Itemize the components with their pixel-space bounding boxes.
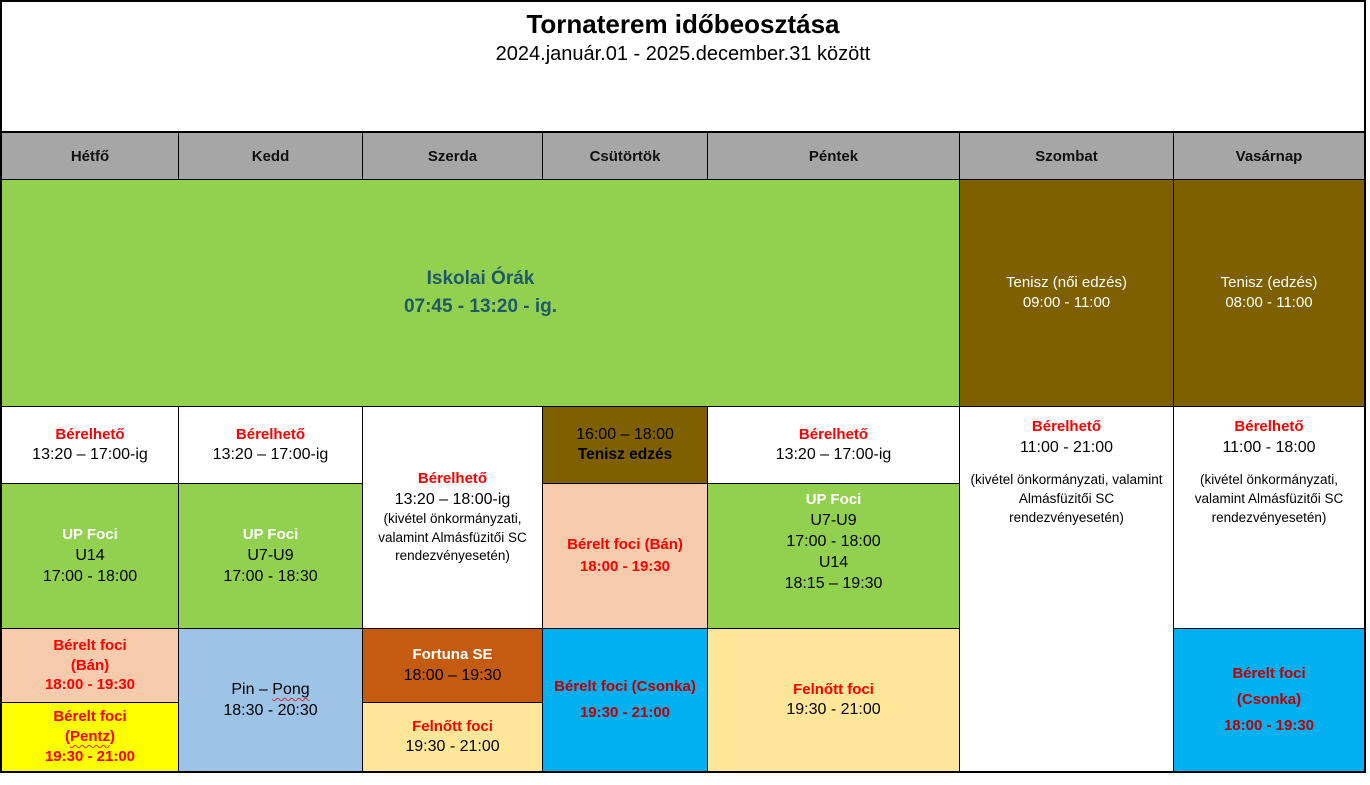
cell-title: Bérelhető	[55, 425, 125, 443]
cell-time: 13:20 – 18:00-ig	[394, 490, 511, 508]
cell-saturday-rentable: Bérelhető 11:00 - 21:00 (kivétel önkormá…	[960, 407, 1173, 771]
cell-title-text-misspelled: Pong	[272, 680, 310, 698]
cell-friday-up-foci: UP Foci U7-U9 17:00 - 18:00 U14 18:15 – …	[708, 484, 959, 628]
cell-time: 18:00 – 19:30	[403, 666, 502, 684]
cell-monday-up-foci: UP Foci U14 17:00 - 18:00	[2, 484, 178, 628]
cell-title: UP Foci	[62, 525, 118, 543]
cell-sunday-rentable: Bérelhető 11:00 - 18:00 (kivétel önkormá…	[1174, 407, 1364, 628]
cell-title: Tenisz (női edzés)	[1006, 274, 1127, 292]
cell-title: Bérelt foci	[1232, 664, 1306, 682]
cell-thursday-tennis-training: 16:00 – 18:00 Tenisz edzés	[543, 407, 707, 483]
cell-monday-rentable: Bérelhető 13:20 – 17:00-ig	[2, 407, 178, 483]
cell-group: U14	[818, 554, 849, 572]
cell-title: Bérelt foci (Bán)	[567, 536, 683, 554]
day-header-sunday: Vasárnap	[1174, 133, 1364, 179]
cell-group: U7-U9	[810, 511, 857, 529]
cell-time: 17:00 - 18:30	[223, 567, 318, 585]
cell-tuesday-ping-pong: Pin – Pong 18:30 - 20:30	[179, 629, 362, 771]
cell-title: Tenisz edzés	[577, 446, 673, 464]
cell-time: 16:00 – 18:00	[576, 426, 674, 444]
cell-time: 09:00 - 11:00	[1022, 294, 1111, 311]
cell-tuesday-rentable: Bérelhető 13:20 – 17:00-ig	[179, 407, 362, 483]
date-range: 2024.január.01 - 2025.december.31 között	[495, 43, 871, 65]
cell-time: 11:00 - 21:00	[1019, 438, 1114, 456]
cell-title: Bérelhető	[1031, 418, 1102, 435]
cell-time: 18:15 – 19:30	[784, 575, 883, 593]
cell-renter: (Csonka)	[1236, 690, 1302, 708]
cell-group: U7-U9	[247, 546, 294, 564]
day-header-saturday: Szombat	[960, 133, 1173, 179]
cell-title: Bérelhető	[1234, 418, 1304, 435]
cell-title: Bérelt foci (Csonka)	[554, 677, 696, 695]
cell-time: 19:30 - 21:00	[786, 701, 881, 719]
day-header-tuesday: Kedd	[179, 133, 362, 179]
cell-title: Bérelt foci	[53, 636, 127, 654]
cell-time: 19:30 - 21:00	[405, 738, 500, 756]
cell-time: 07:45 - 13:20 - ig.	[403, 296, 558, 317]
cell-title: UP Foci	[805, 491, 862, 508]
cell-time: 18:00 - 19:30	[44, 676, 136, 694]
cell-title: Bérelt foci	[53, 708, 127, 726]
cell-note: (kivétel önkormányzati, valamint Almásfü…	[970, 471, 1163, 525]
cell-renter: (Bán)	[70, 656, 110, 674]
cell-group: U14	[75, 546, 105, 564]
cell-title: Fortuna SE	[412, 646, 493, 664]
cell-title: Felnőtt foci	[412, 717, 493, 735]
cell-friday-adult-football: Felnőtt foci 19:30 - 21:00	[708, 629, 959, 771]
cell-title: Bérelhető	[417, 469, 488, 487]
cell-thursday-rented-ban: Bérelt foci (Bán) 18:00 - 19:30	[543, 484, 707, 628]
day-header-monday: Hétfő	[2, 133, 178, 179]
cell-sunday-tennis: Tenisz (edzés) 08:00 - 11:00	[1174, 180, 1364, 406]
cell-title: Bérelhető	[235, 425, 306, 443]
page-title: Tornaterem időbeosztása	[526, 9, 840, 39]
cell-title: Iskolai Órák	[426, 267, 535, 289]
cell-time: 17:00 - 18:00	[786, 532, 881, 550]
cell-time: 17:00 - 18:00	[42, 567, 138, 585]
cell-thursday-rented-csonka: Bérelt foci (Csonka) 19:30 - 21:00	[543, 629, 707, 771]
cell-sunday-rented-csonka: Bérelt foci (Csonka) 18:00 - 19:30	[1174, 629, 1364, 771]
cell-tuesday-up-foci: UP Foci U7-U9 17:00 - 18:30	[179, 484, 362, 628]
day-header-thursday: Csütörtök	[543, 133, 707, 179]
title-block: Tornaterem időbeosztása 2024.január.01 -…	[2, 2, 1364, 133]
cell-saturday-tennis: Tenisz (női edzés) 09:00 - 11:00	[960, 180, 1173, 406]
cell-title: Tenisz (edzés)	[1220, 274, 1318, 292]
cell-time: 13:20 – 17:00-ig	[775, 446, 892, 464]
cell-time: 11:00 - 18:00	[1222, 438, 1316, 456]
cell-time: 13:20 – 17:00-ig	[212, 446, 329, 464]
cell-time: 18:00 - 19:30	[579, 558, 671, 575]
day-header-wednesday: Szerda	[363, 133, 542, 179]
cell-friday-rentable: Bérelhető 13:20 – 17:00-ig	[708, 407, 959, 483]
cell-renter: (Pentz)	[65, 727, 115, 747]
cell-time: 13:20 – 17:00-ig	[32, 446, 148, 464]
schedule-grid: Hétfő Kedd Szerda Csütörtök Péntek Szomb…	[2, 133, 1364, 771]
cell-title: Bérelhető	[798, 425, 869, 443]
cell-monday-rented-ban: Bérelt foci (Bán) 18:00 - 19:30	[2, 629, 178, 702]
cell-title-text: Pin –	[231, 680, 273, 698]
paren: )	[110, 728, 115, 746]
cell-title: Felnőtt foci	[793, 680, 874, 698]
paren: (	[64, 728, 70, 746]
cell-renter-text-misspelled: Pentz	[69, 728, 110, 746]
cell-wednesday-rentable: Bérelhető 13:20 – 18:00-ig (kivétel önko…	[363, 407, 542, 628]
cell-note: (kivétel önkormányzati, valamint Almásfü…	[1194, 471, 1344, 525]
cell-note: (kivétel önkormányzati, valamint Almásfü…	[378, 510, 527, 564]
cell-time: 18:30 - 20:30	[223, 702, 318, 719]
cell-time: 08:00 - 11:00	[1225, 294, 1313, 311]
cell-wednesday-adult-football: Felnőtt foci 19:30 - 21:00	[363, 703, 542, 771]
cell-time: 19:30 - 21:00	[44, 747, 136, 765]
cell-title: UP Foci	[242, 525, 299, 543]
cell-monday-rented-pentz: Bérelt foci (Pentz) 19:30 - 21:00	[2, 703, 178, 771]
cell-wednesday-fortuna: Fortuna SE 18:00 – 19:30	[363, 629, 542, 702]
cell-time: 18:00 - 19:30	[1223, 717, 1315, 735]
cell-title: Pin – Pong	[231, 679, 309, 700]
cell-time: 19:30 - 21:00	[579, 704, 671, 721]
cell-school-hours: Iskolai Órák 07:45 - 13:20 - ig.	[2, 180, 959, 406]
day-header-friday: Péntek	[708, 133, 959, 179]
